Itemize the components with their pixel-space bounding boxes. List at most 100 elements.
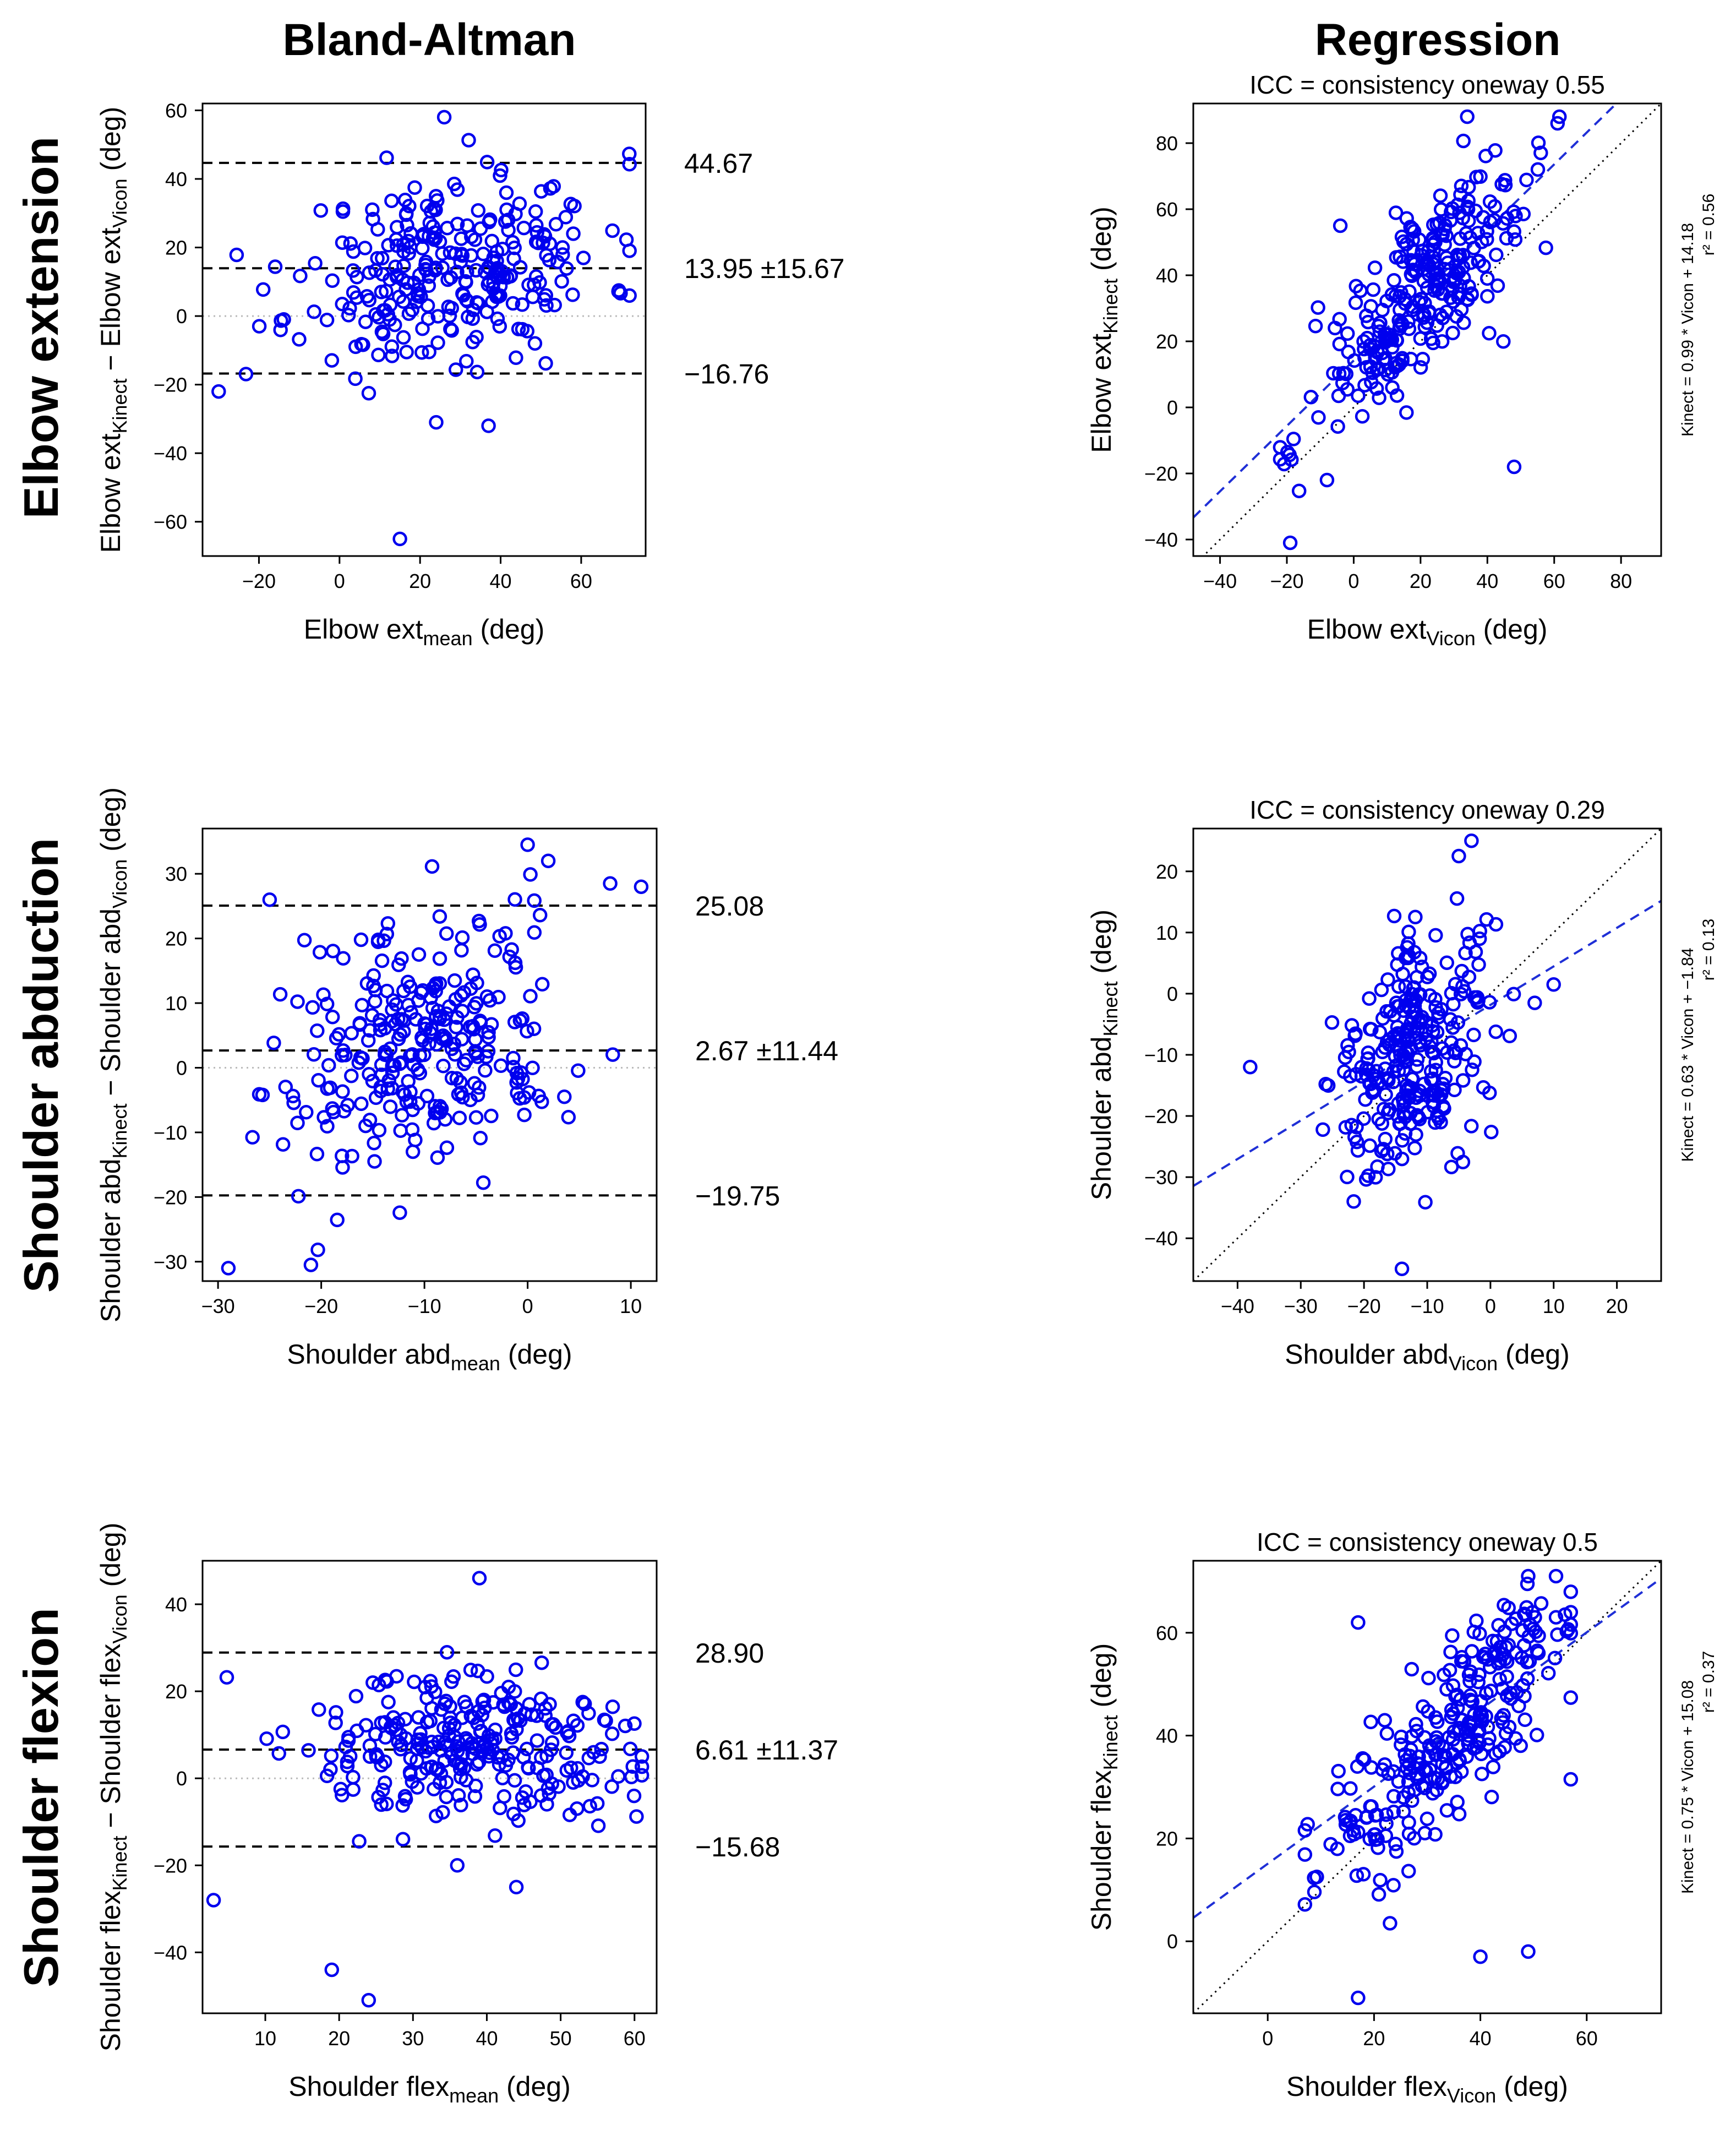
data-point	[1379, 1726, 1395, 1741]
x-tick-label: 0	[522, 1295, 533, 1317]
data-point	[405, 1144, 421, 1159]
data-point	[1548, 1610, 1564, 1625]
x-tick-label: 60	[1576, 2027, 1598, 2050]
data-point	[365, 202, 380, 217]
data-point	[1462, 1674, 1477, 1689]
data-point	[529, 1733, 545, 1748]
data-point	[426, 1115, 441, 1131]
y-tick-label: 0	[176, 1767, 187, 1790]
data-point	[1452, 1753, 1467, 1768]
data-point	[402, 199, 417, 214]
y-tick-label: 80	[1156, 132, 1178, 155]
data-point	[206, 1893, 221, 1908]
data-point	[1452, 248, 1467, 263]
data-point	[367, 1135, 381, 1151]
data-point	[1439, 955, 1454, 970]
y-tick-label: 20	[1156, 1827, 1178, 1850]
data-point	[449, 1071, 465, 1086]
data-point	[527, 925, 542, 940]
data-point	[1477, 1650, 1493, 1665]
data-point	[342, 1748, 358, 1764]
data-point	[454, 1797, 468, 1813]
data-point	[424, 859, 440, 874]
data-point	[1368, 350, 1383, 365]
data-point	[1472, 924, 1487, 939]
x-tick-label: 20	[328, 2027, 350, 2050]
data-point	[229, 247, 244, 263]
data-point	[1483, 1684, 1498, 1698]
column-title-left: Bland-Altman	[283, 15, 576, 65]
x-tick-label: −20	[304, 1295, 338, 1317]
x-tick-label: −30	[1284, 1295, 1318, 1317]
data-point	[391, 1011, 406, 1027]
data-point	[1386, 1764, 1401, 1779]
data-point	[364, 1008, 380, 1023]
x-tick-label: 0	[334, 570, 345, 592]
data-point	[378, 1021, 392, 1036]
data-point	[439, 1774, 454, 1790]
data-point	[1404, 987, 1420, 1001]
data-point	[495, 242, 510, 257]
data-point	[1374, 982, 1389, 998]
data-point	[1319, 472, 1335, 488]
data-point	[1506, 224, 1521, 239]
data-point	[448, 362, 463, 377]
data-point	[476, 1692, 492, 1708]
data-point	[371, 1790, 386, 1805]
data-point	[538, 1701, 553, 1716]
data-point	[542, 1786, 556, 1801]
data-point	[1463, 1664, 1478, 1679]
data-point	[454, 231, 469, 246]
data-point	[1379, 1004, 1394, 1019]
x-tick-label: −40	[1203, 570, 1237, 592]
data-point	[434, 1702, 449, 1717]
data-point	[1418, 1195, 1433, 1210]
data-point	[329, 1705, 343, 1720]
data-point	[394, 951, 409, 966]
data-point	[1563, 1690, 1579, 1705]
data-point	[447, 973, 462, 988]
data-point	[1497, 1624, 1512, 1639]
data-point	[1454, 1654, 1469, 1669]
y-tick-label: 20	[1156, 330, 1178, 353]
data-point	[1563, 1584, 1579, 1599]
data-point	[403, 1005, 419, 1020]
data-point	[1516, 206, 1531, 222]
data-point	[405, 1047, 420, 1062]
data-point	[368, 263, 383, 278]
plot-frame	[201, 102, 647, 557]
data-point	[1467, 990, 1483, 1005]
data-point	[357, 241, 373, 255]
data-point	[394, 1055, 408, 1070]
data-point	[1498, 178, 1513, 193]
data-point	[1470, 226, 1486, 241]
data-point	[396, 330, 411, 345]
data-point	[1396, 1003, 1411, 1018]
data-point	[374, 324, 390, 339]
x-tick-label: −20	[1347, 1295, 1381, 1317]
data-point	[1448, 273, 1462, 288]
data-point	[1422, 966, 1437, 981]
data-point	[400, 974, 416, 990]
data-point	[1470, 1740, 1484, 1755]
data-point	[1492, 1671, 1507, 1687]
data-point	[366, 978, 381, 994]
data-point	[470, 976, 484, 990]
data-point	[395, 1108, 410, 1123]
data-point	[605, 1699, 620, 1714]
data-point	[471, 203, 486, 218]
data-point	[1401, 314, 1416, 329]
y-tick-label: 60	[1156, 198, 1178, 221]
data-point	[1509, 1645, 1524, 1660]
data-point	[1461, 1736, 1476, 1751]
data-point	[502, 949, 517, 965]
data-point	[1460, 109, 1475, 124]
data-point	[523, 867, 538, 882]
data-point	[379, 284, 394, 298]
data-point	[472, 1571, 487, 1586]
data-point	[1307, 1884, 1322, 1899]
y-tick-label: −30	[154, 1251, 187, 1273]
data-point	[301, 1743, 316, 1758]
data-point	[346, 1769, 361, 1785]
data-point	[458, 1773, 474, 1788]
